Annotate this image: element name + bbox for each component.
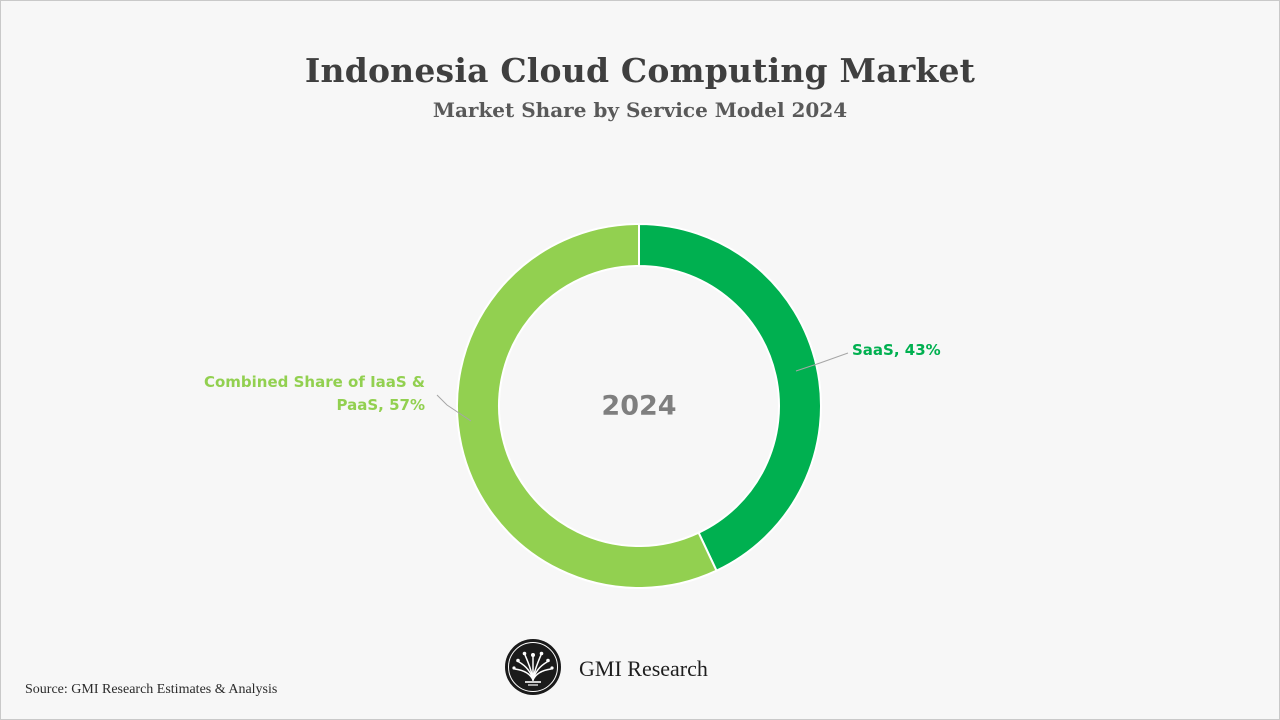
slice-label-line: Combined Share of IaaS & [204,373,425,391]
slice-labels: SaaS, 43% Combined Share of IaaS & PaaS, 5… [204,341,941,414]
slice-label-line: SaaS, 43% [852,341,941,359]
center-label: 2024 [601,391,676,422]
gmi-research-logo-icon [504,638,562,701]
slice-label-line: PaaS, 57% [337,396,425,414]
chart-subtitle: Market Share by Service Model 2024 [432,98,848,122]
donut-slice-saas [638,222,822,573]
source-note: Source: GMI Research Estimates & Analysi… [25,682,278,697]
leader-lines [436,352,849,422]
leader-line-saas [795,352,849,372]
leader-line-iaas-paas [436,394,472,422]
donut-slice-iaas-paas [456,222,718,589]
slice-label-iaas-paas: Combined Share of IaaS & PaaS, 57% [204,373,425,414]
donut-slices [456,222,822,589]
brand: GMI Research [504,638,708,701]
slice-label-saas: SaaS, 43% [852,341,941,359]
chart-title: Indonesia Cloud Computing Market [304,51,976,90]
brand-name: GMI Research [579,656,708,681]
